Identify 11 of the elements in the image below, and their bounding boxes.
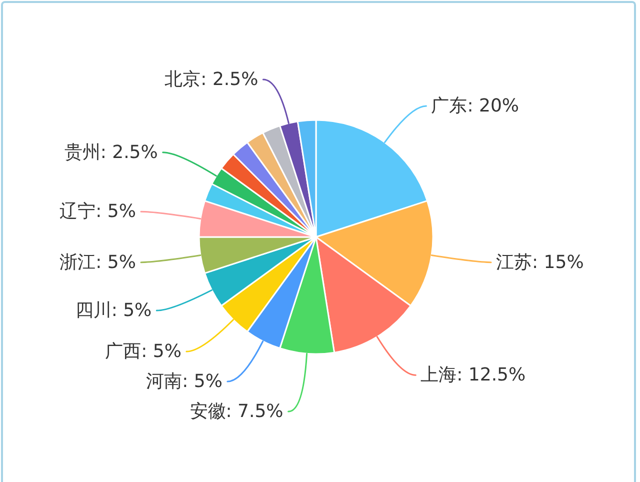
slice-label: 广西: 5% (105, 341, 182, 362)
slice-label: 浙江: 5% (60, 252, 136, 273)
slice-label: 四川: 5% (75, 300, 152, 322)
slice-label: 上海: 12.5% (420, 364, 526, 386)
slice-label: 广东: 20% (431, 95, 520, 116)
slice-label: 北京: 2.5% (164, 68, 258, 90)
slice-label: 辽宁: 5% (60, 201, 136, 222)
slice-label: 江苏: 15% (496, 252, 584, 273)
slice-label: 贵州: 2.5% (64, 142, 158, 163)
slice-label: 河南: 5% (146, 371, 222, 392)
slice-label: 安徽: 7.5% (190, 401, 284, 422)
